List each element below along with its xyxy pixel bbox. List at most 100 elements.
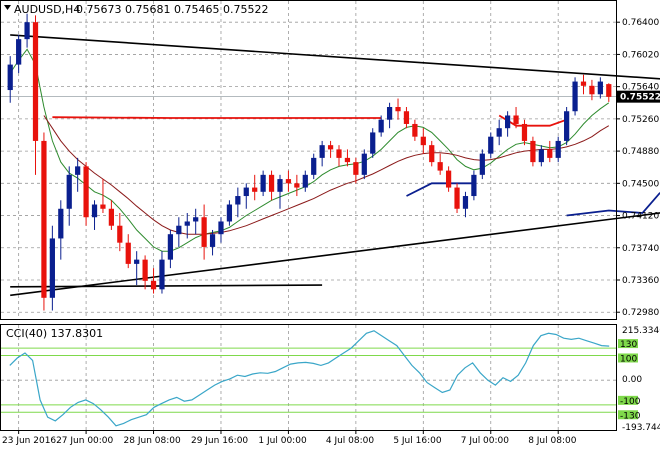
candle-bear <box>606 84 612 97</box>
candle-bear <box>336 149 342 158</box>
candle-bull <box>184 221 190 226</box>
candle-bear <box>530 140 536 163</box>
price-tick-label: 0.74880 <box>622 147 659 157</box>
candle-bull <box>319 145 325 158</box>
candle-bear <box>294 183 300 188</box>
ohlc-readout: 0.75673 0.75681 0.75465 0.75522 <box>76 3 268 16</box>
candle-bear <box>201 217 207 247</box>
cci-level-label: -130 <box>620 411 641 421</box>
candle-bear <box>150 280 157 290</box>
candle-bull <box>555 140 561 158</box>
candle-bull <box>302 174 308 188</box>
time-tick-label: 29 Jun 16:00 <box>191 436 248 446</box>
candle-bull <box>176 225 182 235</box>
price-tick-label: 0.76400 <box>622 18 659 28</box>
candle-bull <box>260 174 266 192</box>
candle-bull <box>564 111 570 141</box>
time-tick-label: 4 Jul 08:00 <box>326 436 375 446</box>
candle-bull <box>378 119 384 133</box>
current-price-tag: 0.75522 <box>617 90 660 103</box>
time-axis: 23 Jun 2016 27 Jun 00:00 28 Jun 08:00 29 Ju… <box>2 430 577 446</box>
candle-bear <box>412 123 418 137</box>
cci-line <box>9 330 610 427</box>
candle-bull <box>311 157 317 175</box>
candle-bull <box>361 153 367 175</box>
candle-bull <box>496 128 502 137</box>
candle-bull <box>226 204 233 222</box>
candle-bear <box>353 162 359 175</box>
candle-bear <box>429 145 435 163</box>
candle-bull <box>75 166 81 175</box>
candle-bull <box>209 234 216 247</box>
candle-bull <box>49 238 55 298</box>
candle-bear <box>454 187 460 209</box>
candle-bull <box>572 81 578 112</box>
price-axis: 0.76400 0.76020 0.75640 0.75260 0.74880 0.745… <box>616 18 659 318</box>
candle-bull <box>159 259 165 290</box>
candle-bear <box>547 149 553 158</box>
candle-bear <box>437 162 443 171</box>
cci-level-tag <box>618 339 638 349</box>
cci-level-label: -100 <box>620 397 641 407</box>
moving-average-line <box>43 115 610 235</box>
candle-bear <box>420 136 426 146</box>
candle-bear <box>117 225 123 243</box>
time-tick-label: 28 Jun 08:00 <box>124 436 181 446</box>
candle-bear <box>108 208 114 226</box>
candles <box>7 13 612 311</box>
candle-bear <box>100 204 106 209</box>
time-tick-label: 27 Jun 00:00 <box>56 436 113 446</box>
price-pane-border <box>0 0 617 320</box>
moving-average-line <box>9 48 610 252</box>
candle-bull <box>66 174 72 209</box>
cci-level-label: 130 <box>620 340 637 350</box>
price-tick-label: 0.74120 <box>622 212 659 222</box>
price-tick-label: 0.73360 <box>622 276 659 286</box>
trend-line <box>10 212 660 297</box>
candle-bear <box>252 187 258 192</box>
cci-level-label: 100 <box>620 354 637 364</box>
cci-level-tag <box>618 353 638 363</box>
candle-bull <box>167 234 174 260</box>
price-tick-label: 0.75640 <box>622 83 659 93</box>
trend-line <box>10 34 660 80</box>
candle-bear <box>589 85 595 95</box>
candle-bear <box>285 179 292 184</box>
candle-bull <box>505 115 511 129</box>
price-grid <box>1 1 616 430</box>
cci-axis: 215.3346 130 100 0.00 -100 -130 -193.7444 <box>618 326 660 433</box>
cci-level-tag <box>618 395 638 405</box>
candle-bull <box>134 259 140 264</box>
candle-bull <box>462 196 469 209</box>
candle-bear <box>580 81 587 86</box>
time-tick-label: 23 Jun 2016 <box>2 436 56 446</box>
price-tick-label: 0.76020 <box>622 50 659 60</box>
candle-bull <box>91 204 98 218</box>
candle-bear <box>83 166 89 218</box>
time-tick-label: 5 Jul 16:00 <box>393 436 442 446</box>
candle-bear <box>268 174 275 192</box>
candle-bull <box>277 179 283 192</box>
candle-bear <box>395 107 401 112</box>
time-tick-label: 8 Jul 08:00 <box>528 436 577 446</box>
candle-bull <box>58 208 64 239</box>
candle-bear <box>142 259 148 281</box>
cci-tick-label: 215.3346 <box>622 326 660 336</box>
indicator-overlays <box>9 34 660 297</box>
signal-line <box>566 191 660 217</box>
candle-bull <box>235 196 241 205</box>
cci-level-tag <box>618 410 638 420</box>
candle-bear <box>445 170 452 188</box>
price-tick-label: 0.75260 <box>622 115 659 125</box>
time-tick-label: 7 Jul 00:00 <box>461 436 510 446</box>
cci-tick-label: -193.7444 <box>622 423 660 433</box>
candle-bear <box>403 111 410 124</box>
candle-bull <box>488 136 494 154</box>
price-tick-label: 0.74500 <box>622 179 659 189</box>
candle-bull <box>370 132 376 154</box>
signal-line <box>406 182 474 197</box>
price-tick-label: 0.73740 <box>622 244 659 254</box>
dropdown-triangle-icon[interactable] <box>4 5 11 10</box>
cci-plot <box>9 330 610 427</box>
